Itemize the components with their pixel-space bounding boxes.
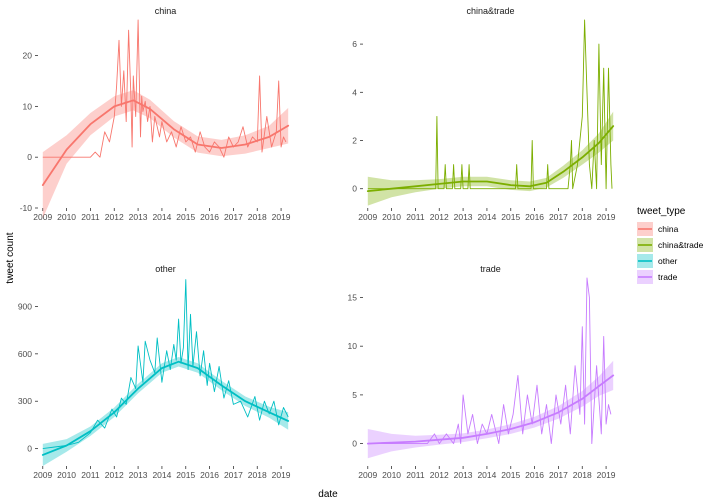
panel-china-and-trade-y-tick-label: 6: [352, 39, 357, 49]
panel-other-y-tick-label: 900: [18, 301, 32, 311]
panel-other-y-tick-label: 0: [27, 444, 32, 454]
panel-china-x-tick-label: 2012: [105, 212, 124, 222]
panel-china-and-trade-raw-line: [367, 19, 613, 190]
panel-china-y-tick-label: -10: [20, 203, 33, 213]
panel-trade-x-tick-label: 2018: [573, 470, 592, 480]
panel-trade-raw-line: [367, 277, 612, 445]
panel-china-and-trade-x-tick-label: 2009: [358, 212, 377, 222]
x-axis-title: date: [318, 489, 338, 500]
panel-trade-x-tick-label: 2010: [382, 470, 401, 480]
panel-china-confidence-band: [42, 90, 289, 219]
panel-china-x-tick-label: 2010: [57, 212, 76, 222]
legend: tweet_type china china&trade other trade: [637, 206, 704, 284]
panel-china-x-tick-label: 2019: [272, 212, 291, 222]
panel-other: other 0 300 600 900 2009 2010 2011 2012 2013 2014 2…: [18, 264, 291, 480]
panel-china-y-tick-label: 10: [23, 101, 33, 111]
panel-china-x-tick-label: 2014: [152, 212, 171, 222]
panel-china-x-tick-label: 2018: [248, 212, 267, 222]
panel-trade-x-tick-label: 2017: [549, 470, 568, 480]
panel-china-and-trade-y-tick-label: 4: [352, 87, 357, 97]
panel-other-confidence-band: [42, 357, 289, 466]
panel-trade-x-tick-label: 2013: [454, 470, 473, 480]
panel-china-and-trade-x-tick-label: 2010: [382, 212, 401, 222]
panel-trade: trade 0 5 10 15 2009 2010 2011 2012 2013 2014 2015 2…: [348, 264, 616, 480]
panel-china-and-trade-x-tick-label: 2019: [597, 212, 616, 222]
panel-other-y-tick-label: 300: [18, 396, 32, 406]
panel-china-and-trade-y-tick-label: 0: [352, 184, 357, 194]
legend-china-and-trade-label: china&trade: [658, 240, 704, 250]
panel-trade-x-tick-label: 2011: [406, 470, 425, 480]
panel-china-y-tick-label: 20: [23, 51, 33, 61]
panel-china-and-trade-x-tick-label: 2012: [430, 212, 449, 222]
panel-china-and-trade-y-tick-label: 2: [352, 136, 357, 146]
panel-china-and-trade-x-tick-label: 2014: [477, 212, 496, 222]
panel-china-and-trade-confidence-band: [367, 111, 614, 206]
panel-other-x-tick-label: 2012: [105, 470, 124, 480]
y-axis-title: tweet count: [5, 232, 16, 283]
panel-other-x-tick-label: 2018: [248, 470, 267, 480]
panel-china-y-tick-label: 0: [27, 152, 32, 162]
panel-trade-y-tick-label: 0: [352, 439, 357, 449]
panel-other-x-tick-label: 2017: [224, 470, 243, 480]
panel-china-and-trade-title: china&trade: [466, 6, 514, 16]
panel-china-smooth-line: [41, 99, 290, 187]
panel-other-x-tick-label: 2011: [81, 470, 100, 480]
panel-trade-title: trade: [480, 264, 501, 274]
panel-china-raw-line: [42, 19, 287, 158]
panel-other-x-tick-label: 2016: [200, 470, 219, 480]
legend-trade-label: trade: [658, 272, 678, 282]
panel-trade-x-tick-label: 2019: [597, 470, 616, 480]
panel-trade-y-tick-label: 15: [348, 292, 358, 302]
panel-china-x-tick-label: 2013: [129, 212, 148, 222]
panel-trade-x-tick-label: 2016: [525, 470, 544, 480]
panel-trade-x-tick-label: 2012: [430, 470, 449, 480]
panel-other-y-tick-label: 600: [18, 349, 32, 359]
panel-china: china -10 0 10 20 2009 2010 2011 2012 2013 2014 201…: [20, 6, 291, 222]
panel-other-x-tick-label: 2019: [272, 470, 291, 480]
panel-other-smooth-line: [41, 360, 290, 456]
panel-china-x-tick-label: 2011: [81, 212, 100, 222]
panel-other-title: other: [155, 264, 176, 274]
panel-other-x-tick-label: 2013: [129, 470, 148, 480]
legend-title: tweet_type: [637, 206, 686, 217]
panel-trade-y-tick-label: 5: [352, 390, 357, 400]
panel-china-and-trade-x-tick-label: 2015: [501, 212, 520, 222]
panel-other-x-tick-label: 2010: [57, 470, 76, 480]
panel-china-and-trade-x-tick-label: 2011: [406, 212, 425, 222]
panel-china-and-trade-x-tick-label: 2018: [573, 212, 592, 222]
panel-trade-x-tick-label: 2009: [358, 470, 377, 480]
panel-trade-x-tick-label: 2015: [501, 470, 520, 480]
panel-china-x-tick-label: 2017: [224, 212, 243, 222]
legend-other-label: other: [658, 256, 678, 266]
panel-china-and-trade-x-tick-label: 2016: [525, 212, 544, 222]
panel-china-x-tick-label: 2015: [176, 212, 195, 222]
panel-other-x-tick-label: 2014: [152, 470, 171, 480]
panel-china-title: china: [155, 6, 177, 16]
legend-china-label: china: [658, 224, 679, 234]
panel-other-x-tick-label: 2009: [33, 470, 52, 480]
panel-trade-y-tick-label: 10: [348, 341, 358, 351]
panel-china-x-tick-label: 2009: [33, 212, 52, 222]
panel-china-and-trade: china&trade 0 2 4 6 2009 2010 2011 2012 2013 2014 2…: [352, 6, 616, 222]
panel-china-and-trade-x-tick-label: 2017: [549, 212, 568, 222]
panel-trade-x-tick-label: 2014: [477, 470, 496, 480]
panel-china-and-trade-smooth-line: [366, 125, 615, 193]
panel-china-and-trade-x-tick-label: 2013: [454, 212, 473, 222]
panel-other-x-tick-label: 2015: [176, 470, 195, 480]
panel-china-x-tick-label: 2016: [200, 212, 219, 222]
panel-trade-smooth-line: [366, 374, 615, 445]
